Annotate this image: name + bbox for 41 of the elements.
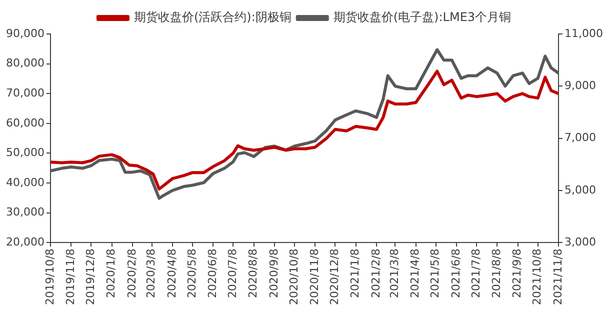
y-tick-label: 30,000 [6, 206, 44, 219]
y2-tick-label: 11,000 [564, 26, 604, 40]
x-tick-label: 2021/5/8 [428, 248, 442, 298]
x-tick-label: 2019/11/8 [64, 248, 78, 306]
x-tick-label: 2021/2/8 [369, 248, 382, 298]
y-tick-label: 50,000 [6, 146, 44, 160]
x-tick-label: 2020/7/8 [226, 248, 240, 298]
x-tick-label: 2021/3/8 [388, 248, 402, 298]
y-tick-label: 90,000 [6, 26, 44, 40]
x-tick-label: 2021/11/8 [551, 248, 564, 306]
x-tick-label: 2021/4/8 [408, 248, 422, 298]
x-tick-label: 2021/9/8 [510, 248, 524, 298]
y2-tick-label: 3,000 [564, 235, 596, 248]
x-tick-label: 2020/12/8 [328, 248, 342, 306]
x-tick-label: 2020/5/8 [185, 248, 198, 298]
x-tick-label: 2020/4/8 [165, 248, 178, 298]
x-tick-label: 2021/8/8 [490, 248, 504, 298]
x-tick-label: 2020/6/8 [206, 248, 220, 298]
x-tick-label: 2019/12/8 [84, 248, 98, 306]
x-tick-label: 2021/6/8 [449, 248, 462, 298]
x-tick-label: 2020/8/8 [246, 248, 260, 298]
x-tick-label: 2021/1/8 [348, 248, 362, 298]
legend-label: 期货收盘价(电子盘):LME3个月铜 [333, 10, 512, 24]
y-tick-label: 20,000 [6, 235, 44, 248]
legend-label: 期货收盘价(活跃合约):阴极铜 [134, 10, 292, 24]
x-tick-label: 2020/10/8 [287, 248, 300, 306]
y-tick-label: 60,000 [6, 116, 44, 130]
x-tick-label: 2020/2/8 [125, 248, 138, 298]
y-tick-label: 70,000 [6, 86, 44, 100]
y-tick-label: 80,000 [6, 56, 44, 70]
x-tick-label: 2020/9/8 [267, 248, 280, 298]
x-tick-label: 2021/10/8 [530, 248, 544, 306]
x-tick-label: 2020/11/8 [308, 248, 322, 306]
y2-tick-label: 9,000 [564, 79, 596, 92]
y2-tick-label: 5,000 [564, 183, 596, 196]
x-tick-label: 2020/3/8 [144, 248, 158, 298]
x-tick-label: 2019/10/8 [43, 248, 56, 306]
y-tick-label: 40,000 [6, 176, 44, 189]
y2-tick-label: 7,000 [564, 131, 596, 144]
x-tick-label: 2021/7/8 [469, 248, 482, 298]
x-tick-label: 2020/1/8 [104, 248, 118, 298]
